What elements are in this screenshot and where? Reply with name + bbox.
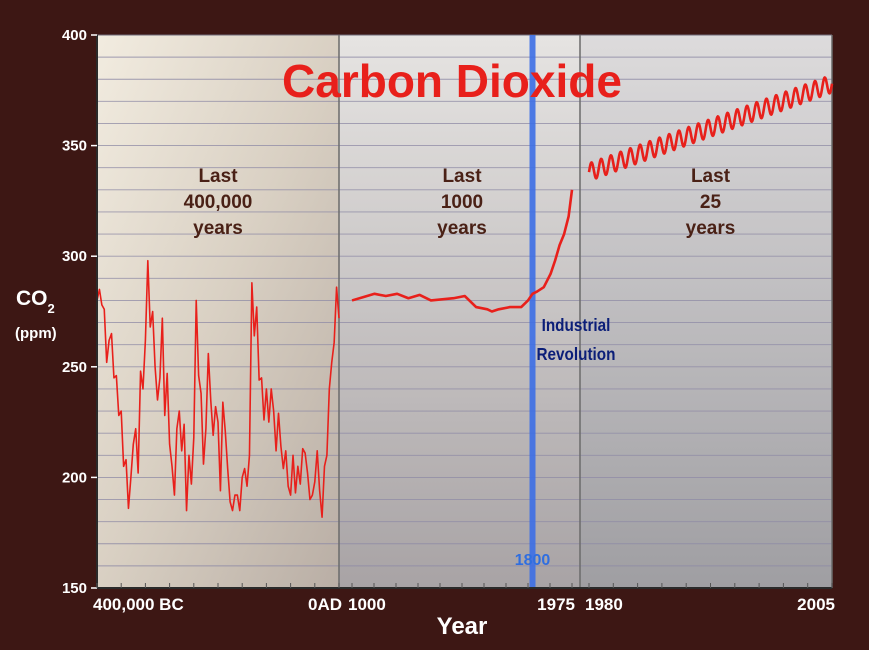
panel-label-line: years [193, 218, 243, 239]
y-tick-label: 350 [62, 138, 87, 155]
co2-series-line-1 [96, 259, 340, 519]
panel-label-line: Last [198, 166, 238, 187]
co2-series-line-2 [351, 189, 574, 313]
panel-background [97, 35, 339, 588]
y-axis-unit: (ppm) [15, 325, 57, 342]
y-tick-label: 150 [62, 580, 87, 597]
panel-background [339, 35, 580, 588]
y-tick-label: 200 [62, 469, 87, 486]
y-axis-label-sub: 2 [48, 301, 55, 316]
x-tick-label-left-1: 400,000 BC [93, 595, 184, 614]
x-tick-label-left-2: 1000 [348, 595, 386, 614]
panel-label-line: Last [691, 166, 731, 187]
industrial-revolution-annotation: Industrial Revolution [537, 315, 616, 364]
panel-label-line: 400,000 [184, 192, 253, 213]
chart-title: Carbon Dioxide [282, 55, 622, 107]
annotation-line: Revolution [537, 344, 616, 364]
panel-label-1: Last 400,000 years [184, 166, 253, 239]
panel-background [580, 35, 832, 588]
co2-series-line-3 [587, 76, 834, 180]
y-tick-label: 400 [62, 27, 87, 44]
x-tick-label-left-3: 1980 [585, 595, 623, 614]
panel-label-line: years [686, 218, 736, 239]
y-tick-label: 300 [62, 248, 87, 265]
x-axis-label: Year [437, 613, 488, 640]
panel-label-3: Last 25 years [686, 166, 736, 239]
x-tick-label-right-2: 1975 [537, 595, 575, 614]
panel-label-line: 1000 [441, 192, 483, 213]
marker-label-1800: 1800 [515, 552, 551, 569]
y-axis-label-main: CO [16, 287, 48, 310]
panel-label-2: Last 1000 years [437, 166, 487, 239]
panel-label-line: Last [442, 166, 482, 187]
y-axis-label: CO2 [16, 287, 55, 316]
annotation-line: Industrial [542, 315, 611, 335]
panel-label-line: years [437, 218, 487, 239]
x-tick-label-right-1: 0AD [308, 595, 342, 614]
x-tick-label-right-3: 2005 [797, 595, 835, 614]
y-tick-label: 250 [62, 359, 87, 376]
panel-label-line: 25 [700, 192, 722, 213]
